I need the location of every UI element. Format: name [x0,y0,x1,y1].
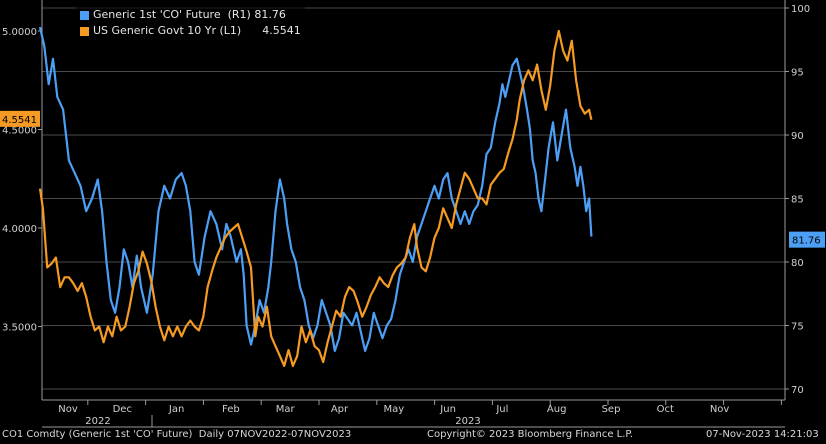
right-axis-tick-label: 75 [791,322,804,333]
footer-timestamp: 07-Nov-2023 14:21:03 [706,429,819,440]
legend-value-treasury: 4.5541 [262,24,301,37]
legend-value-brent: 81.76 [254,8,286,21]
x-axis-tick-label: Apr [331,404,349,415]
footer-bar: CO1 Comdty (Generic 1st 'CO' Future) Dai… [0,428,826,444]
right-axis-tick-label: 95 [791,68,804,79]
last-value-tag-brent [789,231,825,248]
x-axis-tick-label: Jul [495,404,508,415]
left-axis-tick-label: 4.0000 [2,224,37,235]
right-axis-tick-label: 85 [791,195,804,206]
legend-swatch-brent [80,10,89,20]
right-axis-tick-label: 70 [791,385,804,396]
x-axis-tick-label: May [383,404,404,415]
right-axis-tick-label: 90 [791,131,804,142]
year-label-2023: 2023 [455,416,480,427]
legend-swatch-treasury [80,26,89,36]
legend-axis-brent: (R1) [227,8,251,21]
legend-name-treasury: US Generic Govt 10 Yr [93,24,216,37]
footer-copyright: Copyright© 2023 Bloomberg Finance L.P. [427,429,634,440]
chart-legend: Generic 1st 'CO' Future (R1) 81.76 US Ge… [76,6,305,40]
legend-entry-brent: Generic 1st 'CO' Future (R1) 81.76 [80,7,301,23]
x-axis-tick-label: Jan [168,404,184,415]
x-axis-tick-label: Nov [58,404,78,415]
x-axis-tick-label: Aug [547,404,567,415]
year-label-2022: 2022 [85,416,110,427]
right-axis-tick-label: 100 [791,4,810,15]
footer-security-info: CO1 Comdty (Generic 1st 'CO' Future) Dai… [2,429,352,440]
x-axis-tick-label: Jun [439,404,456,415]
x-axis-tick-label: Feb [222,404,240,415]
right-axis-tick-label: 80 [791,258,804,269]
last-value-label-brent: 81.76 [792,236,821,247]
left-axis-tick-label: 3.5000 [2,323,37,334]
x-axis-tick-label: Sep [602,404,621,415]
x-axis-tick-label: Nov [710,404,730,415]
x-axis-tick-label: Mar [276,404,296,415]
legend-entry-treasury: US Generic Govt 10 Yr (L1) 4.5541 [80,23,301,39]
left-axis-tick-label: 5.0000 [2,27,37,38]
series-line-brent [38,26,593,352]
x-axis-tick-label: Oct [657,404,674,415]
last-value-label-treasury: 4.5541 [2,115,37,126]
legend-name-brent: Generic 1st 'CO' Future [93,8,221,21]
last-value-tag-treasury [0,110,40,127]
series-line-treasury [38,29,593,367]
x-axis-tick-label: Dec [113,404,132,415]
legend-axis-treasury: (L1) [219,24,242,37]
left-axis-tick-label: 4.5000 [2,126,37,137]
